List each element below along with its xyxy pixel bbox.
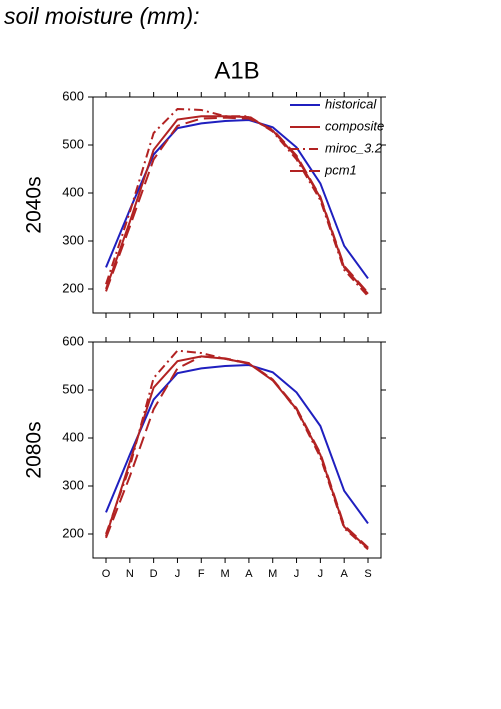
series-line	[105, 364, 369, 525]
x-tick-label: A	[341, 568, 349, 580]
legend-label: pcm1	[324, 162, 357, 177]
series-line	[105, 107, 369, 297]
x-tick-label: N	[126, 568, 134, 580]
x-tick-label: J	[294, 568, 300, 580]
x-tick-label: M	[221, 568, 230, 580]
x-tick-label: O	[102, 568, 111, 580]
y-tick-label: 500	[62, 136, 84, 151]
plot-frame	[92, 341, 382, 559]
panel-title: A1B	[214, 57, 259, 84]
y-tick-label: 400	[62, 184, 84, 199]
x-tick-label: M	[268, 568, 277, 580]
x-tick-label: F	[198, 568, 205, 580]
y-tick-label: 200	[62, 525, 84, 540]
page-title: soil moisture (mm):	[4, 3, 200, 29]
y-tick-label: 500	[62, 381, 84, 396]
y-tick-label: 300	[62, 477, 84, 492]
y-tick-label: 600	[62, 333, 84, 348]
series-line	[105, 355, 369, 549]
y-axis-label: 2080s	[23, 421, 46, 478]
y-tick-label: 300	[62, 232, 84, 247]
y-tick-label: 200	[62, 280, 84, 295]
y-axis-label: 2040s	[23, 176, 46, 233]
series-line	[105, 355, 369, 550]
x-tick-label: J	[175, 568, 181, 580]
plot-frame	[92, 96, 382, 314]
legend-label: miroc_3.2	[325, 140, 383, 155]
x-tick-label: D	[150, 568, 158, 580]
x-tick-label: J	[318, 568, 324, 580]
legend-label: composite	[325, 118, 384, 133]
x-tick-label: S	[364, 568, 371, 580]
y-tick-label: 600	[62, 88, 84, 103]
y-tick-label: 400	[62, 429, 84, 444]
x-tick-label: A	[245, 568, 253, 580]
legend-label: historical	[325, 96, 377, 111]
